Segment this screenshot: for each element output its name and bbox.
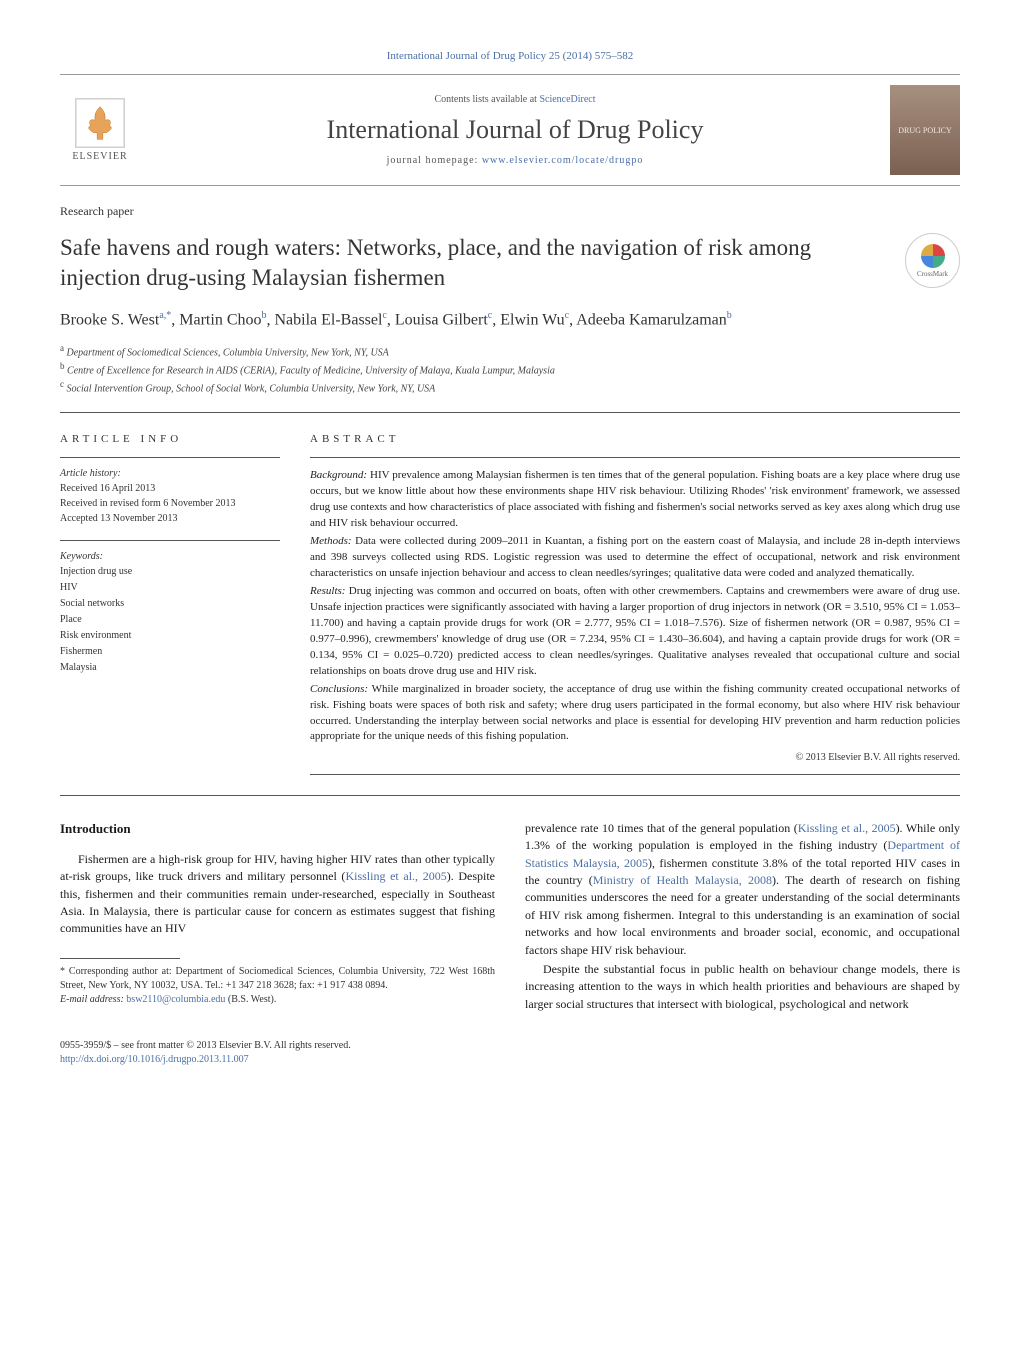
footnote-separator <box>60 958 180 959</box>
corresponding-author-footnote: * Corresponding author at: Department of… <box>60 965 495 993</box>
journal-cover-thumbnail: DRUG POLICY <box>890 85 960 175</box>
keyword-item: Risk environment <box>60 628 280 644</box>
sciencedirect-link[interactable]: ScienceDirect <box>539 94 595 105</box>
elsevier-logo: ELSEVIER <box>60 90 140 170</box>
abstract-results: Results: Drug injecting was common and o… <box>310 584 960 680</box>
article-info-heading: ARTICLE INFO <box>60 433 280 445</box>
intro-paragraph-right-2: Despite the substantial focus in public … <box>525 961 960 1013</box>
journal-header: ELSEVIER Contents lists available at Sci… <box>60 74 960 186</box>
keyword-item: HIV <box>60 580 280 596</box>
affiliation-b: b Centre of Excellence for Research in A… <box>60 360 960 378</box>
article-type: Research paper <box>60 204 960 219</box>
citation-link[interactable]: Kissling et al., 2005 <box>345 869 446 883</box>
abstract-heading: ABSTRACT <box>310 433 960 445</box>
affiliation-a: a Department of Sociomedical Sciences, C… <box>60 342 960 360</box>
abstract-column: ABSTRACT Background: HIV prevalence amon… <box>310 433 960 774</box>
article-info-column: ARTICLE INFO Article history: Received 1… <box>60 433 280 774</box>
intro-paragraph-right-1: prevalence rate 10 times that of the gen… <box>525 820 960 959</box>
authors-list: Brooke S. Westa,*, Martin Choob, Nabila … <box>60 309 960 332</box>
keyword-item: Fishermen <box>60 644 280 660</box>
email-footnote: E-mail address: bsw2110@columbia.edu (B.… <box>60 993 495 1007</box>
keywords-block: Keywords: Injection drug useHIVSocial ne… <box>60 540 280 676</box>
keyword-item: Malaysia <box>60 660 280 676</box>
keyword-item: Social networks <box>60 596 280 612</box>
journal-reference: International Journal of Drug Policy 25 … <box>60 50 960 62</box>
elsevier-tree-icon <box>75 98 125 148</box>
intro-paragraph-left: Fishermen are a high-risk group for HIV,… <box>60 851 495 938</box>
cover-text: DRUG POLICY <box>898 126 952 135</box>
received-date: Received 16 April 2013 <box>60 481 280 496</box>
journal-homepage-line: journal homepage: www.elsevier.com/locat… <box>140 155 890 166</box>
article-history-block: Article history: Received 16 April 2013 … <box>60 457 280 526</box>
crossmark-badge[interactable]: CrossMark <box>905 233 960 288</box>
doi-link[interactable]: http://dx.doi.org/10.1016/j.drugpo.2013.… <box>60 1054 249 1065</box>
elsevier-text: ELSEVIER <box>72 151 127 162</box>
crossmark-icon <box>921 244 945 268</box>
affiliation-c: c Social Intervention Group, School of S… <box>60 378 960 396</box>
body-left-column: Introduction Fishermen are a high-risk g… <box>60 820 495 1015</box>
homepage-prefix: journal homepage: <box>387 155 482 166</box>
abstract-bottom-rule <box>310 774 960 775</box>
journal-title: International Journal of Drug Policy <box>140 115 890 145</box>
citation-link[interactable]: Kissling et al., 2005 <box>798 821 896 835</box>
keyword-item: Place <box>60 612 280 628</box>
abstract-background: Background: HIV prevalence among Malaysi… <box>310 468 960 532</box>
accepted-date: Accepted 13 November 2013 <box>60 511 280 526</box>
revised-date: Received in revised form 6 November 2013 <box>60 496 280 511</box>
issn-line: 0955-3959/$ – see front matter © 2013 El… <box>60 1039 960 1053</box>
body-right-column: prevalence rate 10 times that of the gen… <box>525 820 960 1015</box>
crossmark-label: CrossMark <box>917 270 948 278</box>
abstract-methods: Methods: Data were collected during 2009… <box>310 534 960 582</box>
keywords-label: Keywords: <box>60 549 280 564</box>
page-footer: 0955-3959/$ – see front matter © 2013 El… <box>60 1039 960 1067</box>
article-title: Safe havens and rough waters: Networks, … <box>60 233 905 293</box>
keyword-item: Injection drug use <box>60 564 280 580</box>
homepage-link[interactable]: www.elsevier.com/locate/drugpo <box>482 155 644 166</box>
affiliations: a Department of Sociomedical Sciences, C… <box>60 342 960 397</box>
section-divider <box>60 412 960 413</box>
history-label: Article history: <box>60 466 280 481</box>
citation-link[interactable]: Ministry of Health Malaysia, 2008 <box>593 873 772 887</box>
contents-available-line: Contents lists available at ScienceDirec… <box>140 94 890 105</box>
body-divider <box>60 795 960 796</box>
introduction-heading: Introduction <box>60 820 495 839</box>
contents-prefix: Contents lists available at <box>434 94 539 105</box>
abstract-conclusions: Conclusions: While marginalized in broad… <box>310 682 960 746</box>
author-email-link[interactable]: bsw2110@columbia.edu <box>126 994 225 1005</box>
abstract-top-rule <box>310 457 960 458</box>
abstract-copyright: © 2013 Elsevier B.V. All rights reserved… <box>310 751 960 766</box>
